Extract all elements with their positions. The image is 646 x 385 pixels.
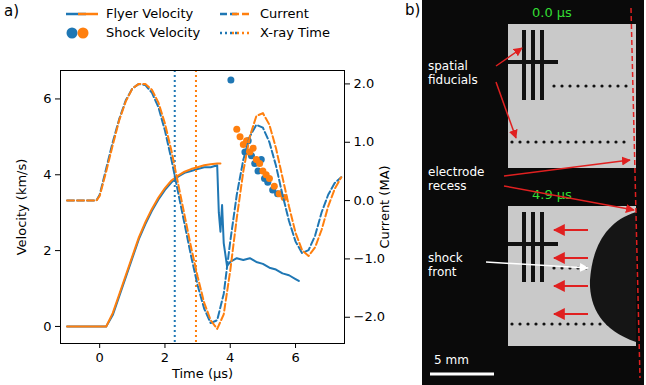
svg-text:6: 6 [291, 350, 299, 365]
svg-text:1.0: 1.0 [354, 134, 375, 149]
svg-text:4: 4 [226, 350, 234, 365]
html-text:X-ray Time: X-ray Time [260, 25, 330, 40]
svg-text:b): b) [405, 1, 420, 19]
svg-text:Velocity (km/s): Velocity (km/s) [14, 159, 29, 256]
svg-text:0.0: 0.0 [354, 193, 375, 208]
svg-text:Current (MA): Current (MA) [377, 165, 392, 248]
svg-text:Time (μs): Time (μs) [171, 366, 233, 381]
svg-text:−1.0: −1.0 [354, 251, 386, 266]
html-text:a): a) [4, 2, 19, 20]
html-text:Flyer Velocity: Flyer Velocity [106, 6, 194, 21]
svg-text:0: 0 [96, 350, 104, 365]
svg-text:shockfront: shockfront [428, 251, 463, 279]
svg-text:−2.0: −2.0 [354, 309, 386, 324]
svg-text:0: 0 [43, 319, 51, 334]
svg-text:0.0 μs: 0.0 μs [532, 5, 572, 20]
svg-text:electroderecess: electroderecess [428, 165, 484, 193]
svg-text:2.0: 2.0 [354, 76, 375, 91]
svg-text:spatialfiducials: spatialfiducials [428, 59, 478, 87]
svg-text:6: 6 [43, 91, 51, 106]
svg-text:4.9 μs: 4.9 μs [532, 187, 572, 202]
html-text:Current: Current [260, 6, 309, 21]
html-text:Shock Velocity: Shock Velocity [106, 25, 201, 40]
svg-text:5 mm: 5 mm [434, 353, 469, 367]
svg-text:2: 2 [161, 350, 169, 365]
svg-text:2: 2 [43, 243, 51, 258]
svg-text:4: 4 [43, 167, 51, 182]
